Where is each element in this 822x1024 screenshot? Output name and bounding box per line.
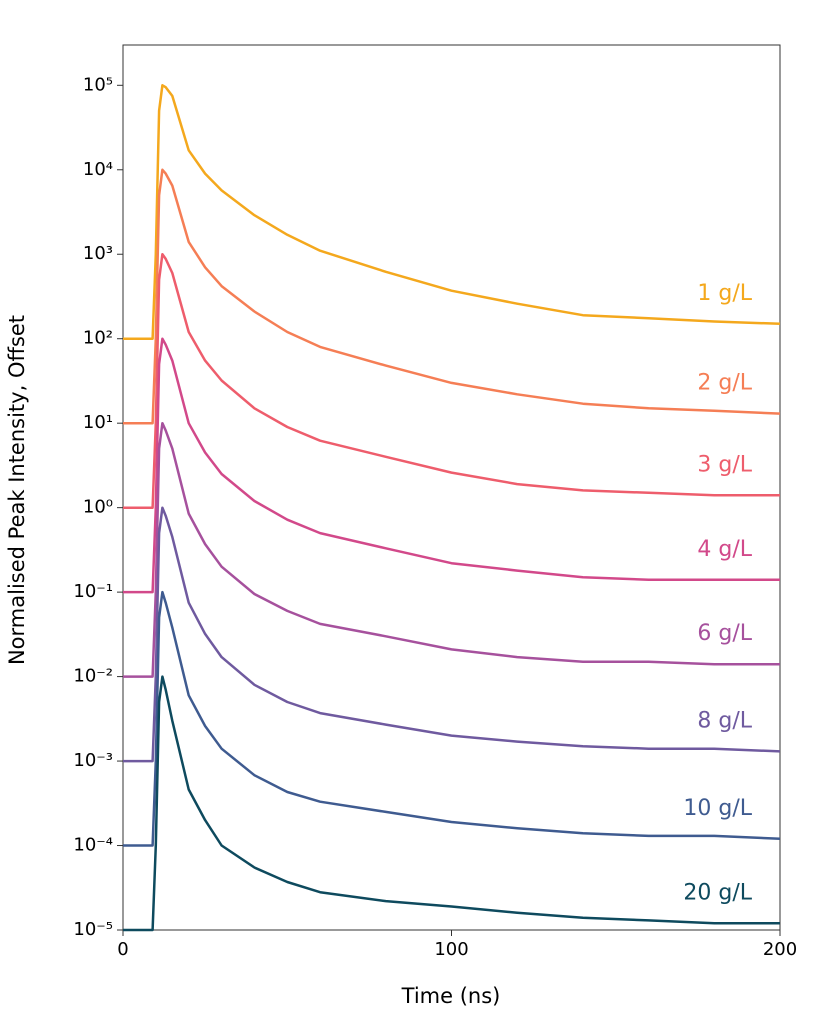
y-tick-label: 10⁻²: [73, 666, 113, 687]
series-label: 3 g/L: [697, 452, 752, 477]
series-label: 1 g/L: [697, 281, 752, 306]
y-tick-label: 10⁻¹: [73, 581, 113, 602]
series-line: [123, 506, 781, 763]
series-line: [123, 84, 781, 340]
series-line: [123, 675, 780, 932]
series-label: 10 g/L: [683, 796, 752, 821]
series-line: [123, 168, 781, 425]
x-tick-label: 0: [117, 939, 128, 960]
series-label: 2 g/L: [697, 371, 752, 396]
x-tick-label: 100: [434, 939, 468, 960]
y-axis-label: Normalised Peak Intensity, Offset: [5, 315, 29, 665]
series-label: 6 g/L: [697, 621, 752, 646]
y-tick-label: 10⁻³: [73, 750, 113, 771]
y-tick-label: 10³: [83, 243, 113, 264]
series-label: 4 g/L: [697, 537, 752, 562]
y-tick-label: 10⁻⁵: [73, 919, 113, 940]
series-label: 20 g/L: [683, 880, 752, 905]
y-tick-label: 10⁵: [83, 74, 113, 95]
y-tick-label: 10⁰: [83, 497, 113, 518]
series-line: [123, 252, 780, 509]
y-tick-label: 10⁻⁴: [73, 835, 113, 856]
series-line: [123, 337, 780, 594]
series-label: 8 g/L: [697, 708, 752, 733]
x-axis-label: Time (ns): [401, 984, 501, 1008]
y-tick-label: 10⁴: [83, 159, 113, 180]
series-line: [123, 421, 780, 678]
y-tick-label: 10¹: [83, 412, 113, 433]
plot-frame: [122, 44, 781, 931]
y-tick-label: 10²: [83, 328, 113, 349]
series-line: [123, 590, 781, 847]
x-tick-label: 200: [763, 939, 797, 960]
